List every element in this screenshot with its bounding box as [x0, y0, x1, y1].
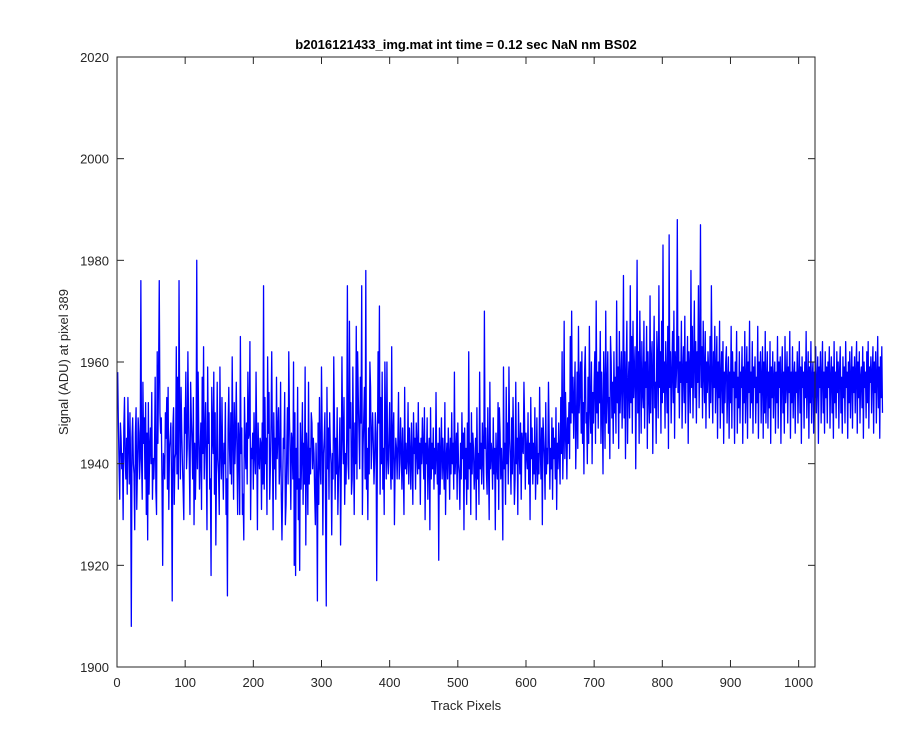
y-tick-label: 1940	[80, 457, 109, 472]
x-axis-label: Track Pixels	[431, 698, 502, 713]
x-tick-label: 100	[174, 675, 196, 690]
chart-title: b2016121433_img.mat int time = 0.12 sec …	[295, 37, 636, 52]
x-tick-label: 500	[447, 675, 469, 690]
y-tick-label: 1960	[80, 355, 109, 370]
y-tick-label: 2020	[80, 50, 109, 65]
x-tick-label: 1000	[784, 675, 813, 690]
x-tick-label: 400	[379, 675, 401, 690]
y-tick-label: 2000	[80, 152, 109, 167]
x-tick-label: 0	[113, 675, 120, 690]
y-tick-label: 1980	[80, 253, 109, 268]
y-axis-label: Signal (ADU) at pixel 389	[56, 289, 71, 435]
x-tick-label: 800	[651, 675, 673, 690]
series-line	[117, 219, 884, 627]
y-tick-label: 1900	[80, 660, 109, 675]
series-layer	[117, 219, 884, 627]
x-tick-label: 300	[311, 675, 333, 690]
x-tick-label: 600	[515, 675, 537, 690]
x-axis: 0 100 200 300 400 500 600 700 800 900 1000	[113, 57, 813, 690]
x-tick-label: 900	[720, 675, 742, 690]
y-tick-label: 1920	[80, 558, 109, 573]
y-axis: 1900 1920 1940 1960 1980 2000 2020	[80, 50, 815, 675]
x-tick-label: 700	[583, 675, 605, 690]
x-tick-label: 200	[242, 675, 264, 690]
